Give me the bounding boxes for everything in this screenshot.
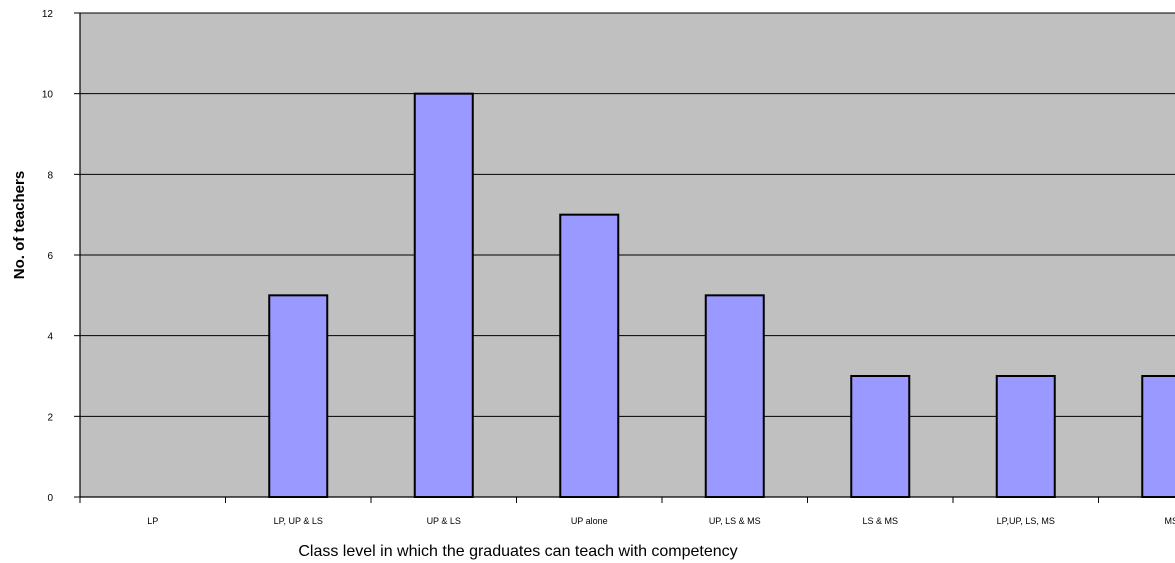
y-tick-label: 8 [47,170,53,181]
bar [559,213,620,499]
y-tick-labels: 0 2 4 6 8 10 12 [42,9,54,504]
bars [268,92,1175,499]
gridlines [80,12,1175,417]
bar [995,375,1056,498]
x-tick-label: LP, UP & LS [274,516,323,526]
bar [413,92,474,499]
x-tick-label: LS & MS [862,516,898,526]
bar [704,294,765,499]
bar [268,294,329,499]
y-tick-label: 2 [47,412,53,423]
x-tick-labels: LP LP, UP & LS UP & LS UP alone UP, LS & MS L… [147,516,1175,526]
y-axis-title: No. of teachers [11,171,28,279]
x-tick-label: LP,UP, LS, MS [997,516,1055,526]
y-tick-label: 10 [42,90,54,101]
x-tick-label: MS [1165,516,1175,526]
x-tick-label: UP, LS & MS [709,516,761,526]
x-axis-title: Class level in which the graduates can t… [298,543,737,560]
bar [850,375,911,498]
y-tick-label: 6 [47,251,53,262]
x-tick-label: UP alone [571,516,608,526]
axes [74,12,1175,503]
y-tick-label: 0 [47,493,53,504]
x-tick-label: UP & LS [427,516,461,526]
bar [1141,375,1175,498]
x-tick-label: LP [147,516,158,526]
y-tick-label: 4 [47,332,53,343]
y-tick-label: 12 [42,9,54,20]
